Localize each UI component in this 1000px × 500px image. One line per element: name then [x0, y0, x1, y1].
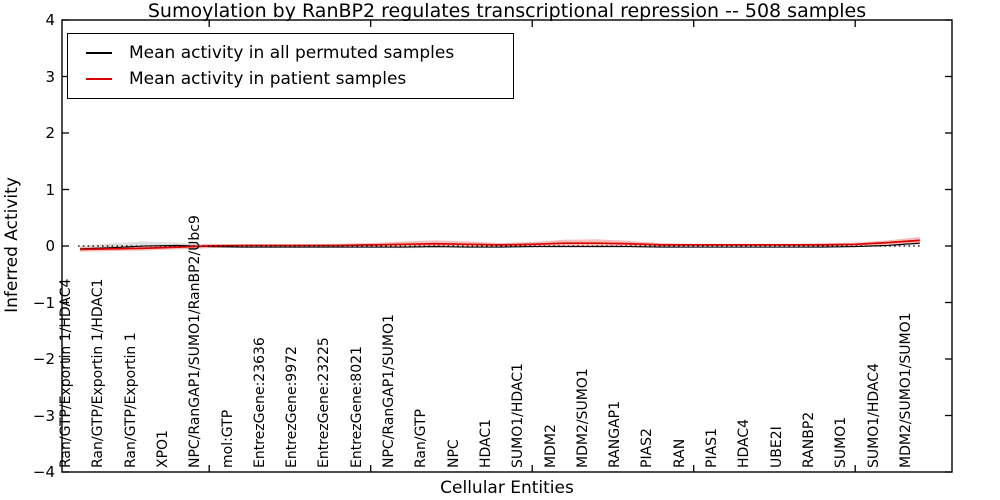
y-tick-label: −4 [32, 463, 55, 481]
x-tick-label: RANGAP1 [607, 401, 624, 468]
chart-title: Sumoylation by RanBP2 regulates transcri… [147, 0, 867, 22]
patient-line-swatch [86, 78, 112, 80]
x-tick-label: RANBP2 [800, 411, 817, 468]
x-tick-label: PIAS2 [639, 428, 656, 468]
x-tick-label: PIAS1 [704, 428, 720, 468]
legend-label-patient: Mean activity in patient samples [129, 69, 407, 89]
x-tick-label: NPC [445, 439, 462, 468]
x-tick-label: EntrezGene:23636 [251, 337, 268, 468]
x-tick-label: EntrezGene:23225 [316, 337, 333, 468]
x-axis-label: Cellular Entities [440, 478, 574, 498]
x-tick-label: EntrezGene:9972 [284, 346, 301, 468]
y-tick-label: −2 [32, 350, 55, 368]
x-tick-label: SUMO1/HDAC4 [865, 363, 882, 468]
patient-line [79, 239, 920, 251]
x-tick-label: NPC/RanGAP1/SUMO1 [381, 314, 397, 468]
permuted-line [79, 242, 920, 250]
y-tick-label: 3 [45, 67, 55, 86]
y-tick-label: −3 [32, 406, 55, 425]
legend-item-patient: Mean activity in patient samples [68, 66, 513, 92]
x-tick-label: mol:GTP [219, 409, 236, 468]
x-tick-label: SUMO1/HDAC1 [510, 363, 527, 468]
x-tick-label: Ran/GTP/Exportin 1/HDAC4 [58, 278, 74, 468]
x-tick-label: Ran/GTP/Exportin 1 [122, 332, 139, 468]
x-tick-label: NPC/RanGAP1/SUMO1/RanBP2/Ubc9 [187, 215, 204, 468]
y-tick-label: 2 [45, 124, 55, 142]
x-tick-label: RAN [671, 438, 688, 468]
x-tick-label: MDM2 [542, 424, 559, 468]
x-tick-label: Ran/GTP [413, 409, 430, 468]
legend-item-permuted: Mean activity in all permuted samples [68, 40, 513, 66]
legend-label-permuted: Mean activity in all permuted samples [129, 43, 455, 63]
x-tick-label: XPO1 [154, 430, 171, 468]
y-tick-label: 1 [45, 180, 55, 199]
x-tick-label: Ran/GTP/Exportin 1/HDAC1 [90, 278, 107, 468]
x-tick-label: SUMO1 [833, 416, 850, 468]
x-tick-label: MDM2/SUMO1 [574, 368, 591, 468]
x-tick-label: HDAC4 [736, 418, 753, 468]
permuted-line-swatch [86, 52, 112, 54]
y-tick-label: 0 [45, 237, 55, 255]
x-tick-label: EntrezGene:8021 [348, 346, 365, 468]
x-tick-label: MDM2/SUMO1/SUMO1 [897, 312, 914, 468]
permuted-band [80, 241, 920, 251]
y-tick-label: −1 [32, 293, 55, 312]
x-tick-label: UBE2I [768, 426, 785, 468]
y-tick-label: 4 [45, 11, 55, 29]
legend-box: Mean activity in all permuted samples Me… [67, 33, 514, 99]
x-tick-label: HDAC1 [477, 418, 494, 468]
